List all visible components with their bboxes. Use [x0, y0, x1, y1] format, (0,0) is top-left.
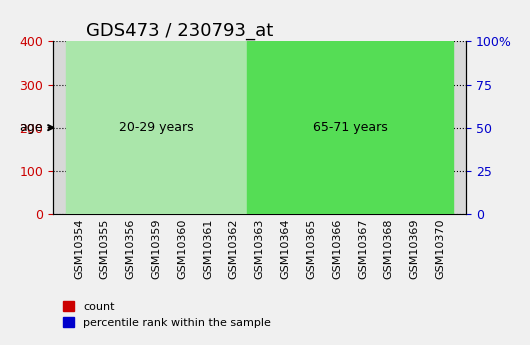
- Bar: [201, 197, 215, 214]
- Bar: [175, 184, 189, 214]
- Bar: [123, 189, 138, 214]
- Bar: [434, 152, 448, 214]
- Bar: [66, 41, 247, 214]
- Legend: count, percentile rank within the sample: count, percentile rank within the sample: [58, 297, 275, 333]
- Bar: [330, 200, 344, 214]
- Bar: [123, 197, 138, 214]
- Bar: [227, 188, 241, 214]
- Bar: [408, 131, 422, 214]
- Bar: [278, 121, 293, 214]
- Bar: [149, 200, 163, 214]
- Bar: [227, 183, 241, 214]
- Bar: [98, 193, 112, 214]
- Bar: [382, 159, 396, 214]
- Bar: [149, 196, 163, 214]
- Bar: [278, 148, 293, 214]
- Bar: [253, 193, 267, 214]
- Bar: [330, 197, 344, 214]
- Bar: [304, 84, 319, 214]
- Bar: [356, 197, 370, 214]
- Bar: [72, 197, 86, 214]
- Text: 65-71 years: 65-71 years: [313, 121, 387, 134]
- Bar: [247, 41, 454, 214]
- Bar: [253, 191, 267, 214]
- Bar: [72, 193, 86, 214]
- Bar: [175, 188, 189, 214]
- Bar: [382, 135, 396, 214]
- Bar: [304, 124, 319, 214]
- Bar: [434, 159, 448, 214]
- Text: age: age: [20, 121, 53, 134]
- Bar: [408, 159, 422, 214]
- Bar: [356, 190, 370, 214]
- Text: GDS473 / 230793_at: GDS473 / 230793_at: [86, 22, 273, 40]
- Bar: [201, 200, 215, 214]
- Bar: [98, 193, 112, 214]
- Text: 20-29 years: 20-29 years: [119, 121, 193, 134]
